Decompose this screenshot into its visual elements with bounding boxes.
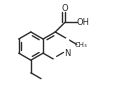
Text: CH₃: CH₃	[75, 42, 87, 48]
Text: O: O	[62, 4, 68, 13]
Text: N: N	[64, 49, 71, 58]
Text: OH: OH	[76, 18, 89, 27]
